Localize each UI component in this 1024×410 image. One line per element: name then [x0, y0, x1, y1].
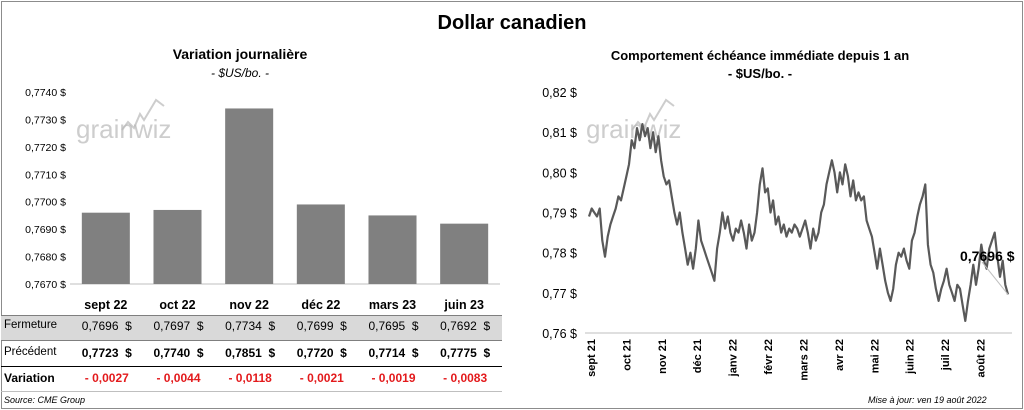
right-x-tick-label: févr 22: [763, 339, 775, 374]
left-bar-chart: grainwiz 0,7670 $0,7680 $0,7690 $0,7700 …: [25, 87, 500, 312]
left-watermark-mark: [121, 98, 165, 131]
table-cell: 0,7699 $: [296, 319, 347, 333]
bar-4: [368, 215, 417, 284]
table-cell: 0,7697 $: [153, 319, 204, 333]
table-cell: - 0,0027: [84, 371, 129, 385]
right-x-tick-label: mai 22: [869, 339, 881, 373]
right-y-tick-label: 0,76 $: [542, 327, 577, 341]
table-cell: 0,7692 $: [440, 319, 491, 333]
table-cell: 0,7851 $: [225, 346, 276, 360]
last-value-label: 0,7696 $: [960, 248, 1015, 264]
right-y-tick-label: 0,81 $: [542, 126, 577, 140]
bar-3: [296, 204, 345, 284]
table-cell: 0,7720 $: [296, 346, 347, 360]
table-row-label: Précédent: [4, 346, 57, 358]
table-row-variation-border: [1, 366, 502, 367]
right-chart-title: Comportement échéance immédiate depuis 1…: [610, 48, 910, 63]
table-cell: 0,7696 $: [81, 319, 132, 333]
table-cell: - 0,0021: [299, 371, 344, 385]
left-y-tick-label: 0,7670 $: [25, 279, 66, 291]
right-y-tick-label: 0,77 $: [542, 287, 577, 301]
table-cell: - 0,0019: [371, 371, 416, 385]
right-y-tick-label: 0,82 $: [542, 86, 577, 100]
table-cell: 0,7695 $: [368, 319, 419, 333]
left-x-tick-label: mars 23: [369, 298, 416, 312]
right-x-tick-label: nov 21: [657, 339, 669, 374]
left-x-tick-label: déc 22: [301, 298, 340, 312]
table-cell: 0,7714 $: [368, 346, 419, 360]
table-cell: 0,7723 $: [81, 346, 132, 360]
left-x-tick-label: oct 22: [159, 298, 195, 312]
left-chart-unit: - $US/bo. -: [210, 66, 270, 80]
table-row-fermeture-bg: [1, 315, 502, 341]
bar-1: [153, 209, 202, 284]
right-x-tick-label: juin 22: [905, 339, 917, 375]
right-x-tick-label: avr 22: [834, 339, 846, 371]
source-note: Source: CME Group: [4, 395, 86, 405]
left-y-tick-label: 0,7740 $: [25, 87, 66, 99]
right-y-tick-label: 0,80 $: [542, 166, 577, 180]
table-cell: - 0,0044: [156, 371, 201, 385]
page-title: Dollar canadien: [437, 12, 587, 34]
left-y-tick-label: 0,7720 $: [25, 142, 66, 154]
table-cell: 0,7740 $: [153, 346, 204, 360]
left-y-tick-label: 0,7690 $: [25, 224, 66, 236]
right-x-tick-label: mars 22: [798, 339, 810, 381]
update-note: Mise à jour: ven 19 août 2022: [868, 395, 987, 405]
left-chart-title: Variation journalière: [172, 46, 308, 62]
left-y-tick-label: 0,7710 $: [25, 169, 66, 181]
table-bottom-border: [1, 391, 502, 392]
left-x-tick-label: nov 22: [229, 298, 269, 312]
bar-5: [440, 223, 489, 284]
right-x-tick-label: août 22: [976, 339, 988, 378]
right-watermark-mark: [631, 98, 675, 131]
right-x-tick-label: sept 21: [586, 339, 598, 377]
bar-2: [225, 108, 274, 284]
left-y-tick-label: 0,7730 $: [25, 114, 66, 126]
bar-0: [81, 212, 130, 284]
right-x-tick-label: juil 22: [940, 339, 952, 371]
series-line: [587, 123, 1010, 322]
left-x-tick-label: sept 22: [84, 298, 127, 312]
right-y-tick-label: 0,78 $: [542, 247, 577, 261]
last-value-leader: [981, 261, 1009, 295]
right-chart-unit: - $US/bo. -: [727, 66, 793, 81]
table-cell: 0,7775 $: [440, 346, 491, 360]
left-y-tick-label: 0,7700 $: [25, 197, 66, 209]
table-cell: - 0,0083: [443, 371, 488, 385]
table-cell: 0,7734 $: [225, 319, 276, 333]
right-y-tick-label: 0,79 $: [542, 207, 577, 221]
table-row-label: Variation: [4, 371, 55, 385]
left-y-tick-label: 0,7680 $: [25, 252, 66, 264]
right-x-tick-label: janv 22: [728, 339, 740, 377]
right-x-tick-label: oct 21: [621, 339, 633, 371]
table-cell: - 0,0118: [228, 371, 272, 385]
right-x-tick-label: déc 21: [692, 339, 704, 373]
left-x-tick-label: juin 23: [443, 298, 484, 312]
table-row-label: Fermeture: [4, 319, 58, 331]
